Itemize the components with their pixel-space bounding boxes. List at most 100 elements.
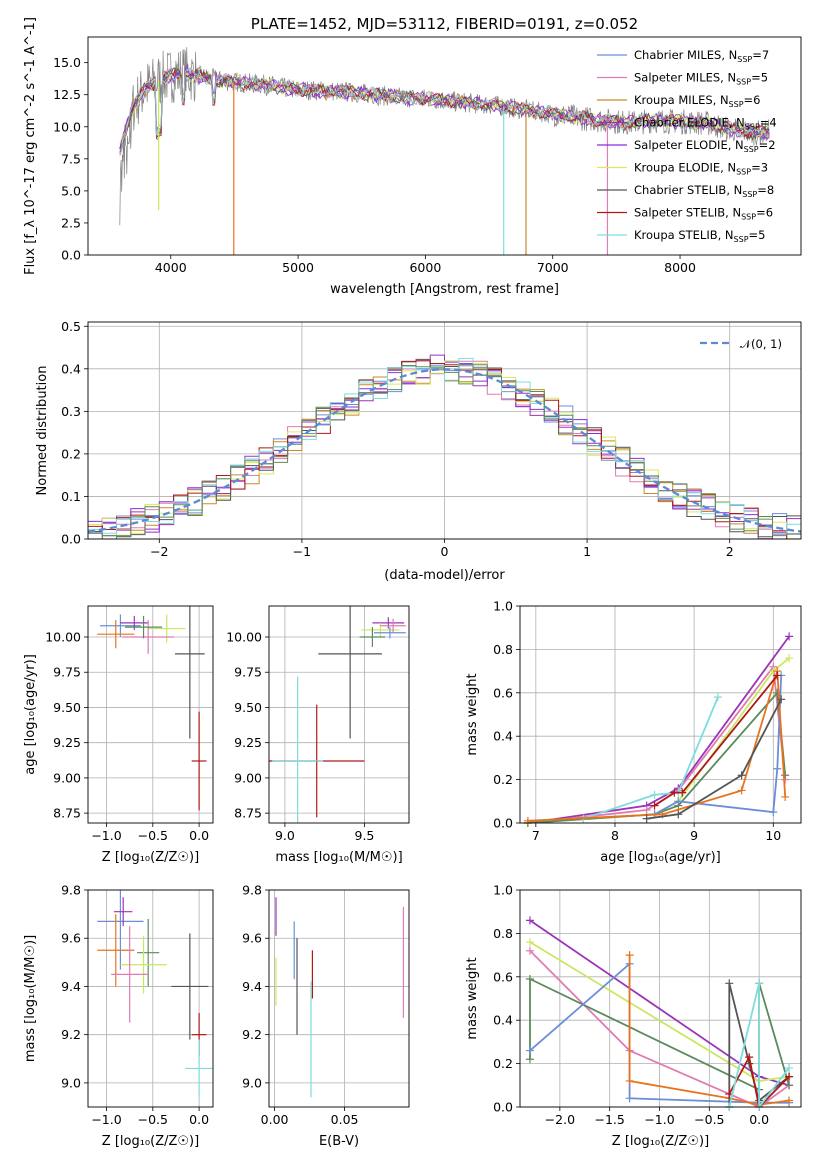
mass-weight-marker bbox=[785, 654, 794, 663]
axes-frame bbox=[268, 605, 410, 824]
y-axis-label: age [log₁₀(age/yr)] bbox=[23, 654, 38, 775]
mass-weight-marker bbox=[785, 1081, 794, 1090]
x-tick-label: −2 bbox=[150, 544, 168, 559]
y-tick-label: 1.0 bbox=[493, 883, 513, 898]
x-axis-label: age [log₁₀(age/yr)] bbox=[600, 850, 721, 865]
x-tick-label: 0 bbox=[441, 544, 449, 559]
x-tick-label: −0.5 bbox=[138, 1112, 168, 1127]
x-tick-label: 5000 bbox=[282, 260, 314, 275]
legend-label-sub: SSP bbox=[729, 100, 744, 109]
axes-frame bbox=[519, 889, 802, 1108]
mass-weight-marker bbox=[785, 1096, 794, 1105]
y-tick-label: 9.00 bbox=[234, 770, 262, 785]
residual-histogram-step bbox=[88, 354, 801, 539]
y-tick-label: 0.2 bbox=[493, 772, 513, 787]
y-tick-label: 10.00 bbox=[45, 630, 81, 645]
x-axis-label: wavelength [Angstrom, rest frame] bbox=[330, 282, 559, 297]
mass-weight-marker bbox=[725, 979, 734, 988]
y-tick-label: 2.5 bbox=[61, 215, 81, 230]
y-tick-label: 0.1 bbox=[61, 489, 81, 504]
model-spectrum-line bbox=[119, 68, 770, 154]
x-tick-label: 9 bbox=[690, 828, 698, 843]
y-tick-label: 9.25 bbox=[234, 735, 262, 750]
mass-weight-marker bbox=[523, 816, 532, 825]
mass-weight-marker bbox=[642, 814, 651, 823]
y-tick-label: 9.50 bbox=[234, 700, 262, 715]
x-tick-label: 0.0 bbox=[749, 1112, 769, 1127]
error-bar-point bbox=[171, 933, 209, 1040]
y-tick-label: 7.5 bbox=[61, 151, 81, 166]
y-axis-label: mass [log₁₀(M/M☉)] bbox=[23, 935, 38, 1062]
x-tick-label: −1.0 bbox=[91, 828, 121, 843]
y-tick-label: 0.0 bbox=[61, 248, 81, 263]
y-axis-label: Flux [f_λ 10^-17 erg cm^-2 s^-1 A^-1] bbox=[23, 17, 38, 275]
legend-label-text: Kroupa STELIB, N bbox=[634, 228, 734, 242]
mass-weight-marker bbox=[525, 1055, 534, 1064]
legend-label-text: Salpeter STELIB, N bbox=[634, 206, 741, 220]
mass-weight-marker bbox=[650, 801, 659, 810]
y-tick-label: 1.0 bbox=[493, 599, 513, 614]
x-tick-label: 7000 bbox=[537, 260, 569, 275]
mass-weight-series-line bbox=[583, 696, 719, 820]
legend-label-tail: =6 bbox=[744, 93, 761, 107]
mass-weight-marker bbox=[745, 1053, 754, 1062]
y-tick-label: 9.4 bbox=[61, 979, 81, 994]
legend-label-tail: =4 bbox=[760, 116, 777, 130]
legend-label-sub: SSP bbox=[745, 123, 760, 132]
mass-weight-marker bbox=[525, 916, 534, 925]
x-tick-label: −2.0 bbox=[545, 1112, 575, 1127]
y-tick-label: 0.4 bbox=[493, 729, 513, 744]
y-tick-label: 9.2 bbox=[242, 1027, 262, 1042]
mass-weight-marker bbox=[678, 788, 687, 797]
mass-weight-marker bbox=[773, 764, 782, 773]
x-tick-label: −0.5 bbox=[694, 1112, 724, 1127]
error-bar-point bbox=[111, 926, 149, 1023]
y-tick-label: 9.0 bbox=[61, 1075, 81, 1090]
normal-distribution-curve bbox=[88, 368, 801, 533]
x-tick-label: 7 bbox=[532, 828, 540, 843]
x-tick-label: −0.5 bbox=[138, 828, 168, 843]
y-tick-label: 9.2 bbox=[61, 1027, 81, 1042]
error-bar-point bbox=[120, 935, 167, 994]
legend-label: Chabrier ELODIE, NSSP=4 bbox=[634, 116, 777, 132]
mass-weight-marker bbox=[525, 1046, 534, 1055]
x-tick-label: 0.00 bbox=[261, 1112, 289, 1127]
legend-label: Chabrier MILES, NSSP=7 bbox=[634, 48, 769, 64]
model-spectrum-line bbox=[119, 67, 770, 154]
y-tick-label: 0.4 bbox=[61, 361, 81, 376]
mass-weight-marker bbox=[777, 695, 786, 704]
error-bar-point bbox=[191, 711, 207, 811]
mass-weight-marker bbox=[625, 1076, 634, 1085]
legend-label: Kroupa ELODIE, NSSP=3 bbox=[634, 161, 768, 177]
legend-label-text: Kroupa MILES, N bbox=[634, 93, 729, 107]
error-bar-point bbox=[372, 617, 405, 629]
y-tick-label: 10.00 bbox=[226, 630, 262, 645]
error-bar-point bbox=[361, 622, 400, 637]
mass-weight-marker bbox=[785, 632, 794, 641]
legend-label-tail: =5 bbox=[749, 228, 766, 242]
y-tick-label: 0.3 bbox=[61, 404, 81, 419]
x-tick-label: −1 bbox=[293, 544, 311, 559]
mass-weight-series-line bbox=[728, 983, 790, 1107]
axes-frame bbox=[87, 321, 802, 540]
y-tick-label: 0.6 bbox=[493, 969, 513, 984]
x-tick-label: 6000 bbox=[409, 260, 441, 275]
mass-weight-marker bbox=[650, 790, 659, 799]
mass-weight-marker bbox=[773, 671, 782, 680]
mass-weight-marker bbox=[713, 693, 722, 702]
y-axis-label: mass weight bbox=[465, 673, 480, 755]
mass-weight-series-line bbox=[527, 635, 790, 823]
mass-weight-marker bbox=[737, 771, 746, 780]
legend-label-tail: =7 bbox=[752, 48, 769, 62]
legend-label-sub: SSP bbox=[744, 145, 759, 154]
y-tick-label: 9.8 bbox=[242, 883, 262, 898]
y-tick-label: 0.8 bbox=[493, 926, 513, 941]
mass-weight-marker bbox=[625, 951, 634, 960]
y-tick-label: 0.5 bbox=[61, 319, 81, 334]
error-bar-point bbox=[97, 890, 144, 970]
error-bar-point bbox=[137, 918, 160, 987]
x-tick-label: 0.0 bbox=[189, 828, 209, 843]
x-axis-label: E(B-V) bbox=[319, 1134, 359, 1149]
y-tick-label: 12.5 bbox=[53, 87, 81, 102]
